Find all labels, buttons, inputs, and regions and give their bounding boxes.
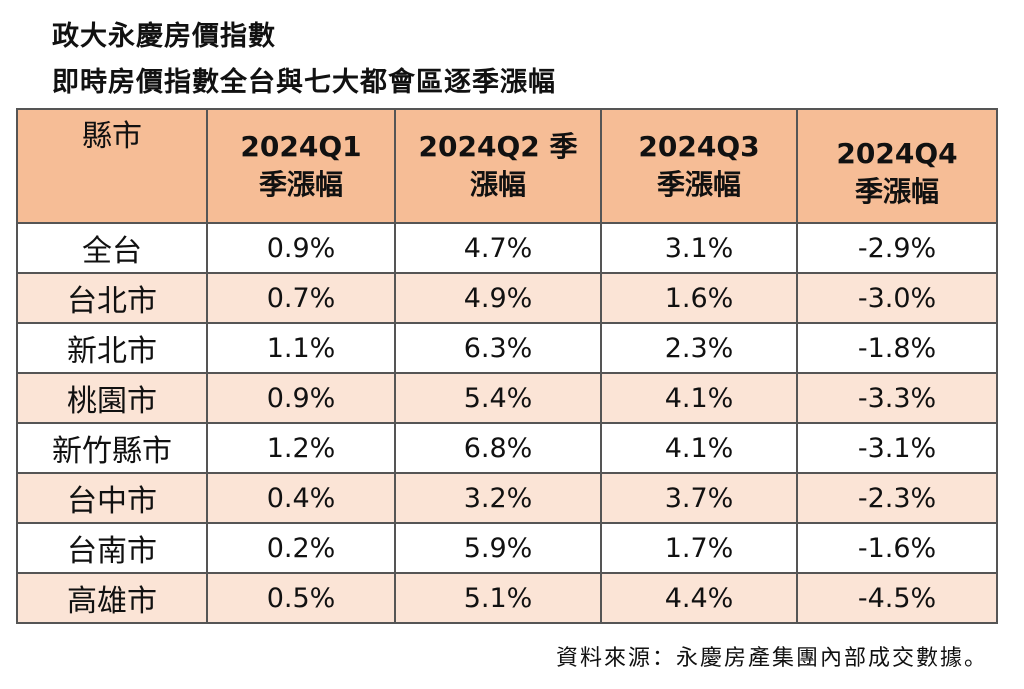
source-note: 資料來源：永慶房產集團內部成交數據。 (555, 646, 988, 671)
city-name-cell: 高雄市 (16, 572, 208, 624)
value-cell-q4: -4.5% (796, 572, 998, 624)
table-body: 全台 0.9% 4.7% 3.1% -2.9% 台北市 0.7% 4.9% 1.6% -3.0% 新… (16, 222, 998, 624)
header-city-label: 縣市 (82, 119, 142, 154)
price-index-table: 縣市 2024Q1 季漲幅 2024Q2 季 漲幅 2024Q3 季漲幅 202… (16, 108, 998, 624)
table-row: 全台 0.9% 4.7% 3.1% -2.9% (16, 222, 998, 274)
value-cell-q1: 1.2% (206, 422, 396, 474)
value-cell-q4: -1.8% (796, 322, 998, 374)
table-row: 台南市 0.2% 5.9% 1.7% -1.6% (16, 522, 998, 574)
city-name-cell: 台中市 (16, 472, 208, 524)
header-q2-line1: 2024Q2 季 (418, 130, 578, 163)
chart-title: 政大永慶房價指數 (52, 21, 276, 52)
table-row: 新北市 1.1% 6.3% 2.3% -1.8% (16, 322, 998, 374)
value-cell-q1: 0.9% (206, 372, 396, 424)
table-row: 高雄市 0.5% 5.1% 4.4% -4.5% (16, 572, 998, 624)
value-cell-q1: 0.4% (206, 472, 396, 524)
value-cell-q2: 3.2% (394, 472, 602, 524)
value-cell-q1: 0.9% (206, 222, 396, 274)
value-cell-q1: 0.7% (206, 272, 396, 324)
header-q4-line1: 2024Q4 (836, 137, 958, 170)
value-cell-q1: 1.1% (206, 322, 396, 374)
value-cell-q2: 6.8% (394, 422, 602, 474)
value-cell-q3: 4.4% (600, 572, 798, 624)
header-q1: 2024Q1 季漲幅 (206, 108, 396, 224)
header-q3-line2: 季漲幅 (656, 168, 741, 201)
table-header-row: 縣市 2024Q1 季漲幅 2024Q2 季 漲幅 2024Q3 季漲幅 202… (16, 108, 998, 224)
header-city: 縣市 (16, 108, 208, 224)
value-cell-q3: 2.3% (600, 322, 798, 374)
header-q3: 2024Q3 季漲幅 (600, 108, 798, 224)
value-cell-q2: 5.1% (394, 572, 602, 624)
value-cell-q3: 3.7% (600, 472, 798, 524)
header-q3-line1: 2024Q3 (638, 130, 760, 163)
value-cell-q2: 5.4% (394, 372, 602, 424)
value-cell-q2: 4.7% (394, 222, 602, 274)
table-row: 桃園市 0.9% 5.4% 4.1% -3.3% (16, 372, 998, 424)
value-cell-q2: 4.9% (394, 272, 602, 324)
value-cell-q4: -1.6% (796, 522, 998, 574)
value-cell-q1: 0.2% (206, 522, 396, 574)
city-name-cell: 台南市 (16, 522, 208, 574)
value-cell-q3: 3.1% (600, 222, 798, 274)
table-row: 新竹縣市 1.2% 6.8% 4.1% -3.1% (16, 422, 998, 474)
header-q4-line2: 季漲幅 (854, 175, 939, 208)
chart-subtitle: 即時房價指數全台與七大都會區逐季漲幅 (52, 67, 556, 98)
header-q1-line1: 2024Q1 (240, 130, 362, 163)
header-q1-line2: 季漲幅 (258, 168, 343, 201)
value-cell-q4: -3.0% (796, 272, 998, 324)
city-name-cell: 新北市 (16, 322, 208, 374)
value-cell-q3: 1.6% (600, 272, 798, 324)
value-cell-q1: 0.5% (206, 572, 396, 624)
value-cell-q4: -2.3% (796, 472, 998, 524)
table-row: 台中市 0.4% 3.2% 3.7% -2.3% (16, 472, 998, 524)
city-name-cell: 全台 (16, 222, 208, 274)
value-cell-q2: 5.9% (394, 522, 602, 574)
header-q4: 2024Q4 季漲幅 (796, 108, 998, 224)
value-cell-q3: 4.1% (600, 422, 798, 474)
header-q2: 2024Q2 季 漲幅 (394, 108, 602, 224)
value-cell-q3: 1.7% (600, 522, 798, 574)
table-row: 台北市 0.7% 4.9% 1.6% -3.0% (16, 272, 998, 324)
value-cell-q4: -3.1% (796, 422, 998, 474)
value-cell-q3: 4.1% (600, 372, 798, 424)
value-cell-q2: 6.3% (394, 322, 602, 374)
value-cell-q4: -2.9% (796, 222, 998, 274)
city-name-cell: 桃園市 (16, 372, 208, 424)
city-name-cell: 新竹縣市 (16, 422, 208, 474)
value-cell-q4: -3.3% (796, 372, 998, 424)
city-name-cell: 台北市 (16, 272, 208, 324)
header-q2-line2: 漲幅 (469, 168, 526, 201)
